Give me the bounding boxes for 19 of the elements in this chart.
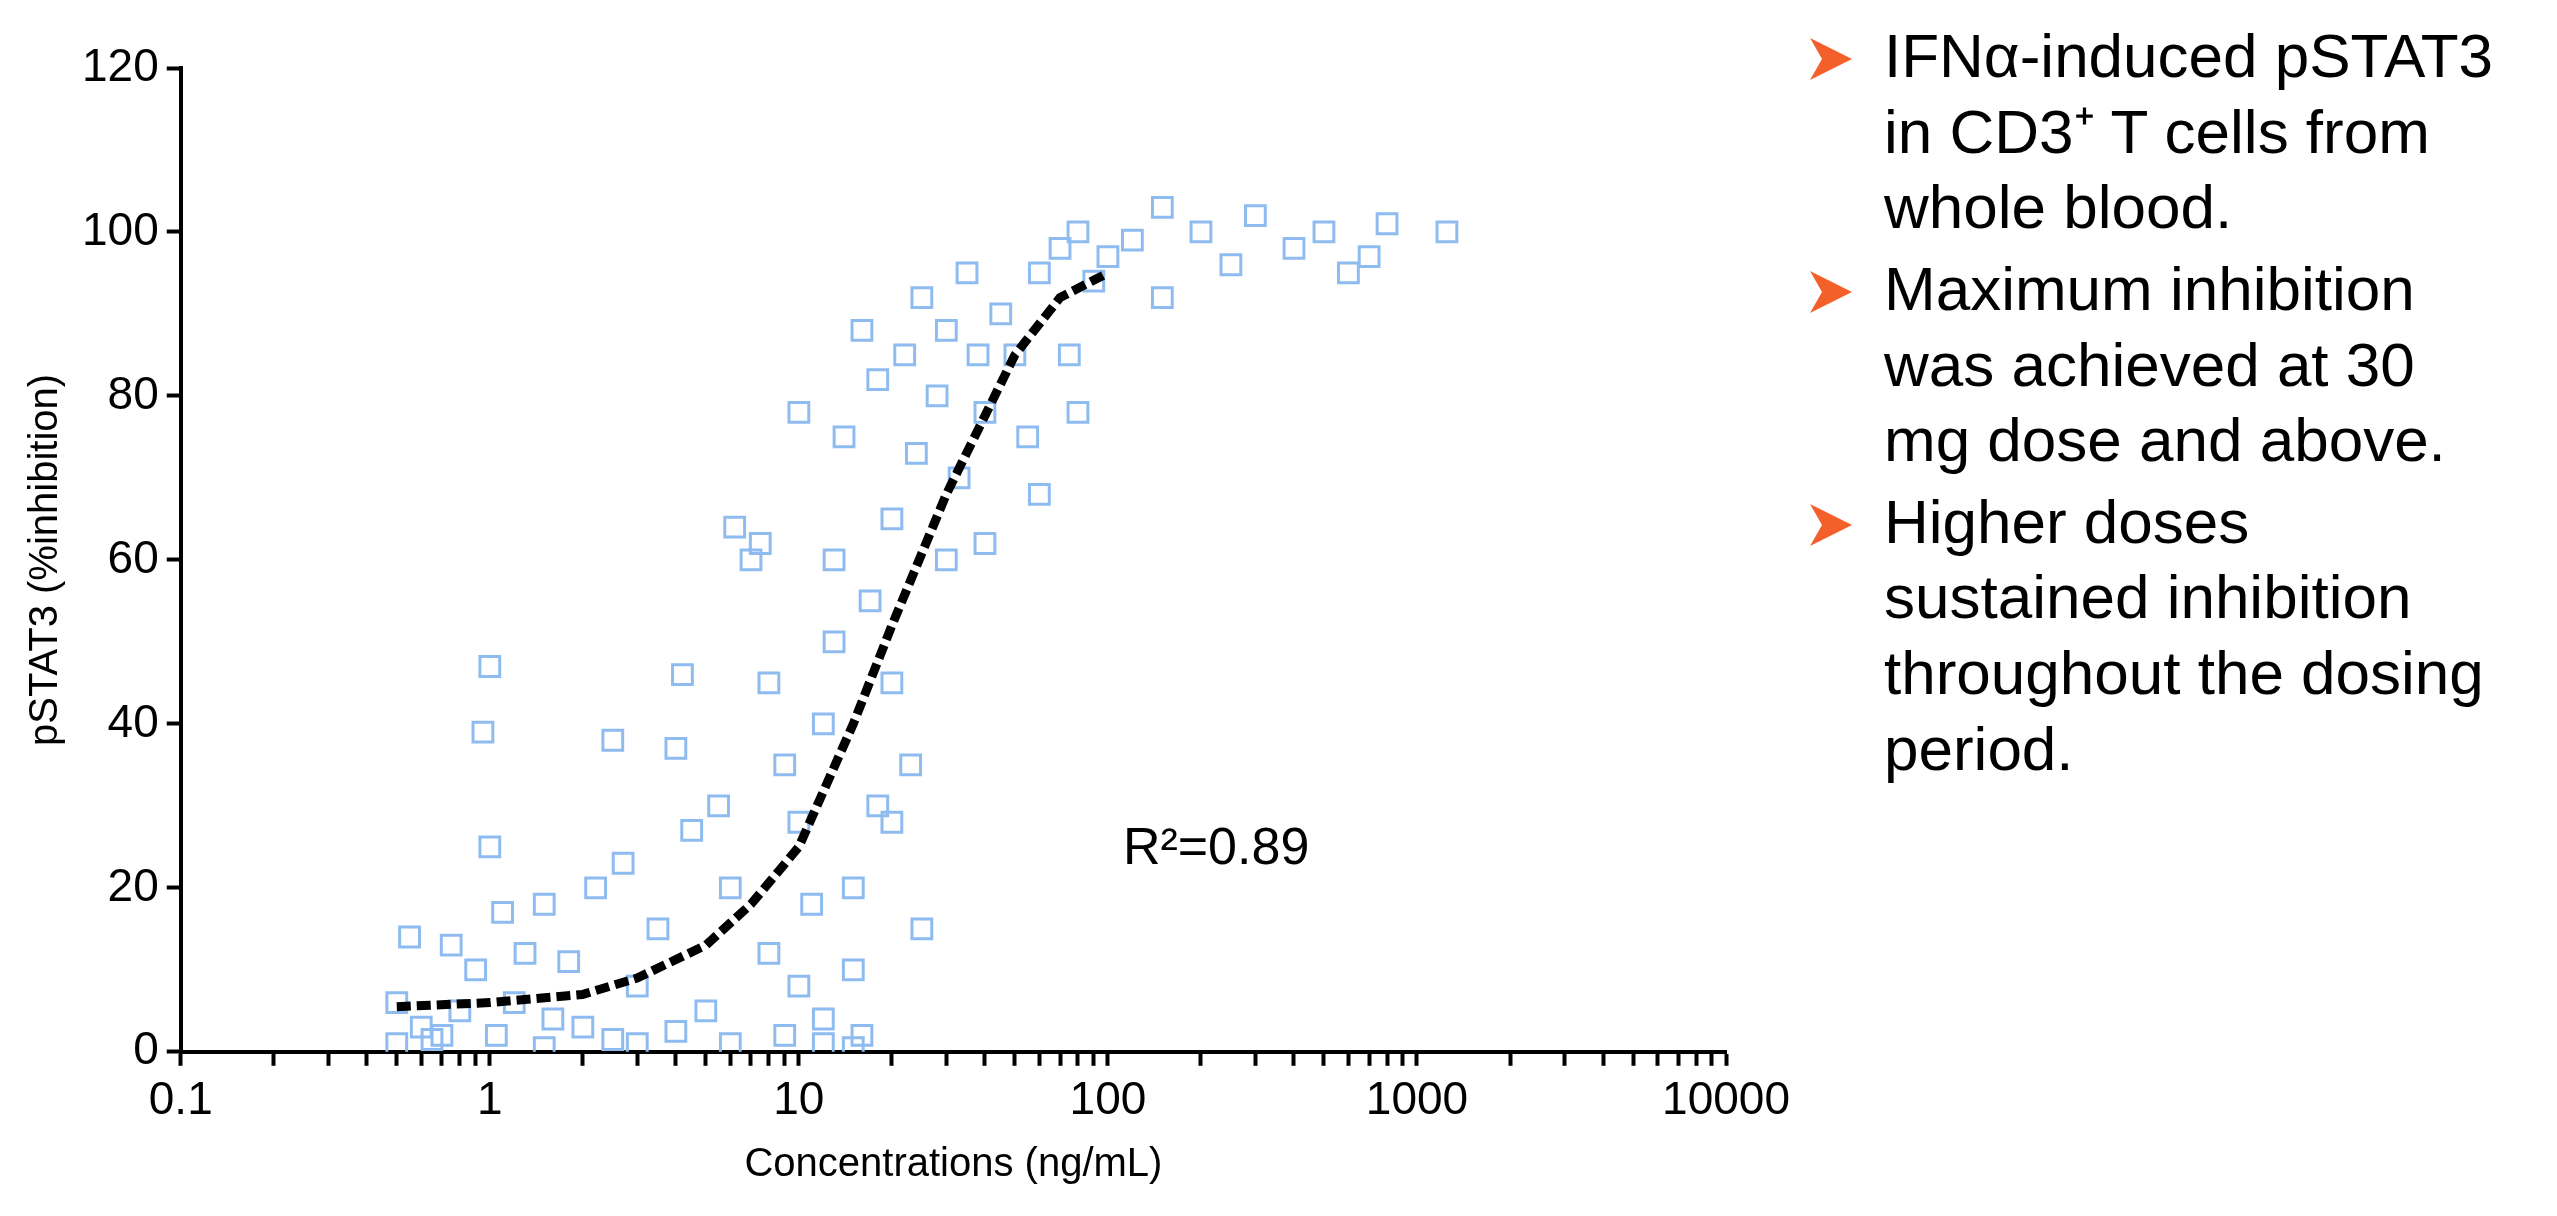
y-axis-title: pSTAT3 (%inhibition) [21, 373, 66, 746]
y-tick-label: 0 [133, 1022, 159, 1075]
y-tick-label: 100 [82, 202, 159, 255]
text: IFNα-induced pSTAT3 in CD3⁺ T cells from whole blood. [1884, 20, 2494, 244]
y-tick-label: 40 [107, 694, 159, 747]
y-tick-label: 80 [107, 366, 159, 419]
x-tick-label: 1 [477, 1072, 503, 1125]
x-tick-label: 1000 [1365, 1072, 1469, 1125]
y-tick-label: 120 [82, 38, 159, 91]
y-tick-label: 20 [107, 858, 159, 911]
x-tick-label: 10 [773, 1072, 825, 1125]
x-tick-label: 0.1 [148, 1072, 213, 1125]
x-tick-label: 10000 [1662, 1072, 1790, 1125]
x-axis-title: Concentrations (ng/mL) [744, 1140, 1163, 1185]
text: Higher doses sustained inhibition throughout the dosing period. [1884, 485, 2485, 785]
y-tick-label: 60 [107, 530, 159, 583]
x-tick-label: 100 [1069, 1072, 1147, 1125]
annotation: R²=0.89 [1122, 817, 1310, 876]
text: Maximum inhibition was achieved at 30 mg dose and above. [1884, 252, 2447, 477]
